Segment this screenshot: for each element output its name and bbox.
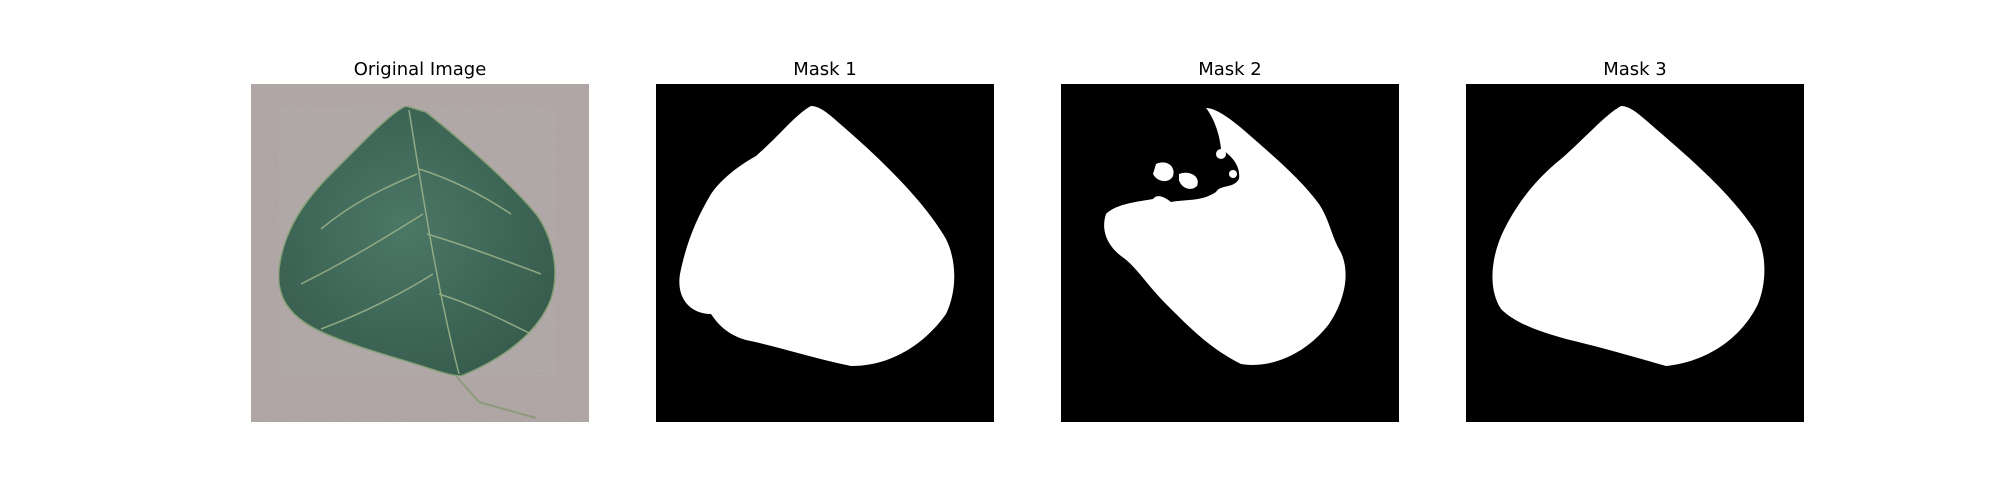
mask-1-speck bbox=[721, 295, 727, 301]
mask-2-blobs bbox=[1153, 149, 1237, 189]
mask-2-panel bbox=[1061, 84, 1399, 422]
leaf-veins bbox=[300, 109, 542, 375]
mask-3-image bbox=[1466, 84, 1804, 422]
leaf-photo bbox=[251, 84, 589, 422]
original-image-panel bbox=[251, 84, 589, 422]
mask-2-shape bbox=[1104, 108, 1346, 365]
panel-title-mask-3: Mask 3 bbox=[1603, 59, 1667, 80]
panel-title-original-image: Original Image bbox=[353, 59, 487, 80]
mask-1-shape bbox=[679, 106, 955, 366]
panel-title-mask-1: Mask 1 bbox=[793, 59, 857, 80]
panel-title-mask-2: Mask 2 bbox=[1198, 59, 1262, 80]
mask-2-image bbox=[1061, 84, 1399, 422]
mask-1-panel bbox=[656, 84, 994, 422]
mask-3-panel bbox=[1466, 84, 1804, 422]
mask-1-image bbox=[656, 84, 994, 422]
mask-3-shape bbox=[1492, 106, 1765, 366]
leaf bbox=[277, 105, 556, 377]
leaf-stem bbox=[455, 375, 537, 419]
